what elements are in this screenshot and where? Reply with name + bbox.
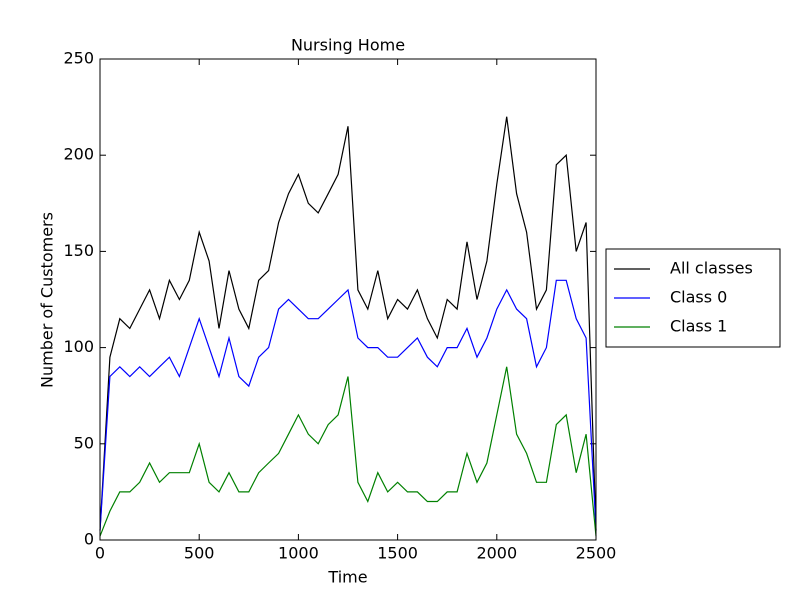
y-axis-label: Number of Customers [38, 212, 57, 388]
y-tick-label: 0 [84, 530, 94, 549]
x-tick-label: 2500 [576, 544, 617, 563]
x-tick-label: 0 [95, 544, 105, 563]
x-tick-label: 2000 [476, 544, 517, 563]
series-line [99, 279, 597, 531]
x-tick-label: 1500 [377, 544, 418, 563]
y-tick-label: 50 [74, 433, 94, 452]
y-tick-label: 100 [63, 337, 94, 356]
x-tick-label: 1000 [278, 544, 319, 563]
chart-title: Nursing Home [291, 36, 405, 55]
x-tick-label: 500 [184, 544, 215, 563]
legend-label: Class 1 [670, 317, 727, 336]
plot-frame [99, 58, 597, 541]
x-axis-label: Time [327, 568, 367, 587]
legend-label: Class 0 [670, 288, 727, 307]
series-line [99, 366, 597, 537]
legend-label: All classes [670, 259, 753, 278]
y-tick-label: 200 [63, 145, 94, 164]
y-tick-label: 250 [63, 49, 94, 68]
y-tick-label: 150 [63, 241, 94, 260]
series-line [99, 116, 597, 531]
